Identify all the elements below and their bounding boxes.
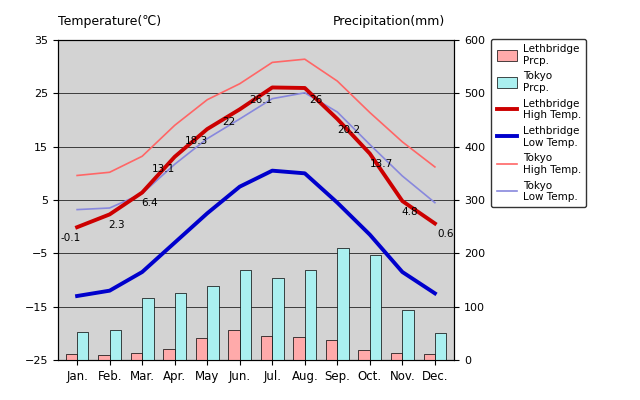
Bar [142, 298, 154, 360]
Bar [391, 352, 403, 360]
Bar [175, 293, 186, 360]
Bar [424, 354, 435, 360]
Bar [435, 333, 446, 360]
Legend: Lethbridge
Prcp., Tokyo
Prcp., Lethbridge
High Temp., Lethbridge
Low Temp., Toky: Lethbridge Prcp., Tokyo Prcp., Lethbridg… [492, 39, 586, 208]
Bar [305, 270, 316, 360]
Bar [196, 338, 207, 360]
Text: Temperature(℃): Temperature(℃) [58, 15, 161, 28]
Bar [403, 310, 413, 360]
Bar [109, 330, 121, 360]
Text: 13.1: 13.1 [152, 164, 175, 174]
Text: -0.1: -0.1 [60, 233, 80, 243]
Bar [163, 349, 175, 360]
Text: 6.4: 6.4 [141, 198, 157, 208]
Text: Precipitation(mm): Precipitation(mm) [333, 15, 445, 28]
Bar [358, 350, 370, 360]
Bar [261, 336, 272, 360]
Bar [131, 352, 142, 360]
Bar [207, 286, 219, 360]
Text: 0.6: 0.6 [438, 229, 454, 239]
Bar [337, 248, 349, 360]
Text: 26.1: 26.1 [250, 95, 273, 105]
Bar [326, 340, 337, 360]
Text: 26: 26 [309, 95, 323, 105]
Text: 20.2: 20.2 [337, 125, 360, 135]
Text: 2.3: 2.3 [108, 220, 125, 230]
Bar [240, 270, 251, 360]
Bar [293, 336, 305, 360]
Bar [66, 354, 77, 360]
Text: 18.3: 18.3 [184, 136, 208, 146]
Text: 22: 22 [222, 117, 236, 127]
Bar [228, 330, 240, 360]
Bar [272, 278, 284, 360]
Text: 4.8: 4.8 [401, 207, 418, 217]
Bar [77, 332, 88, 360]
Bar [370, 255, 381, 360]
Text: 13.7: 13.7 [369, 160, 392, 170]
Bar [99, 355, 109, 360]
